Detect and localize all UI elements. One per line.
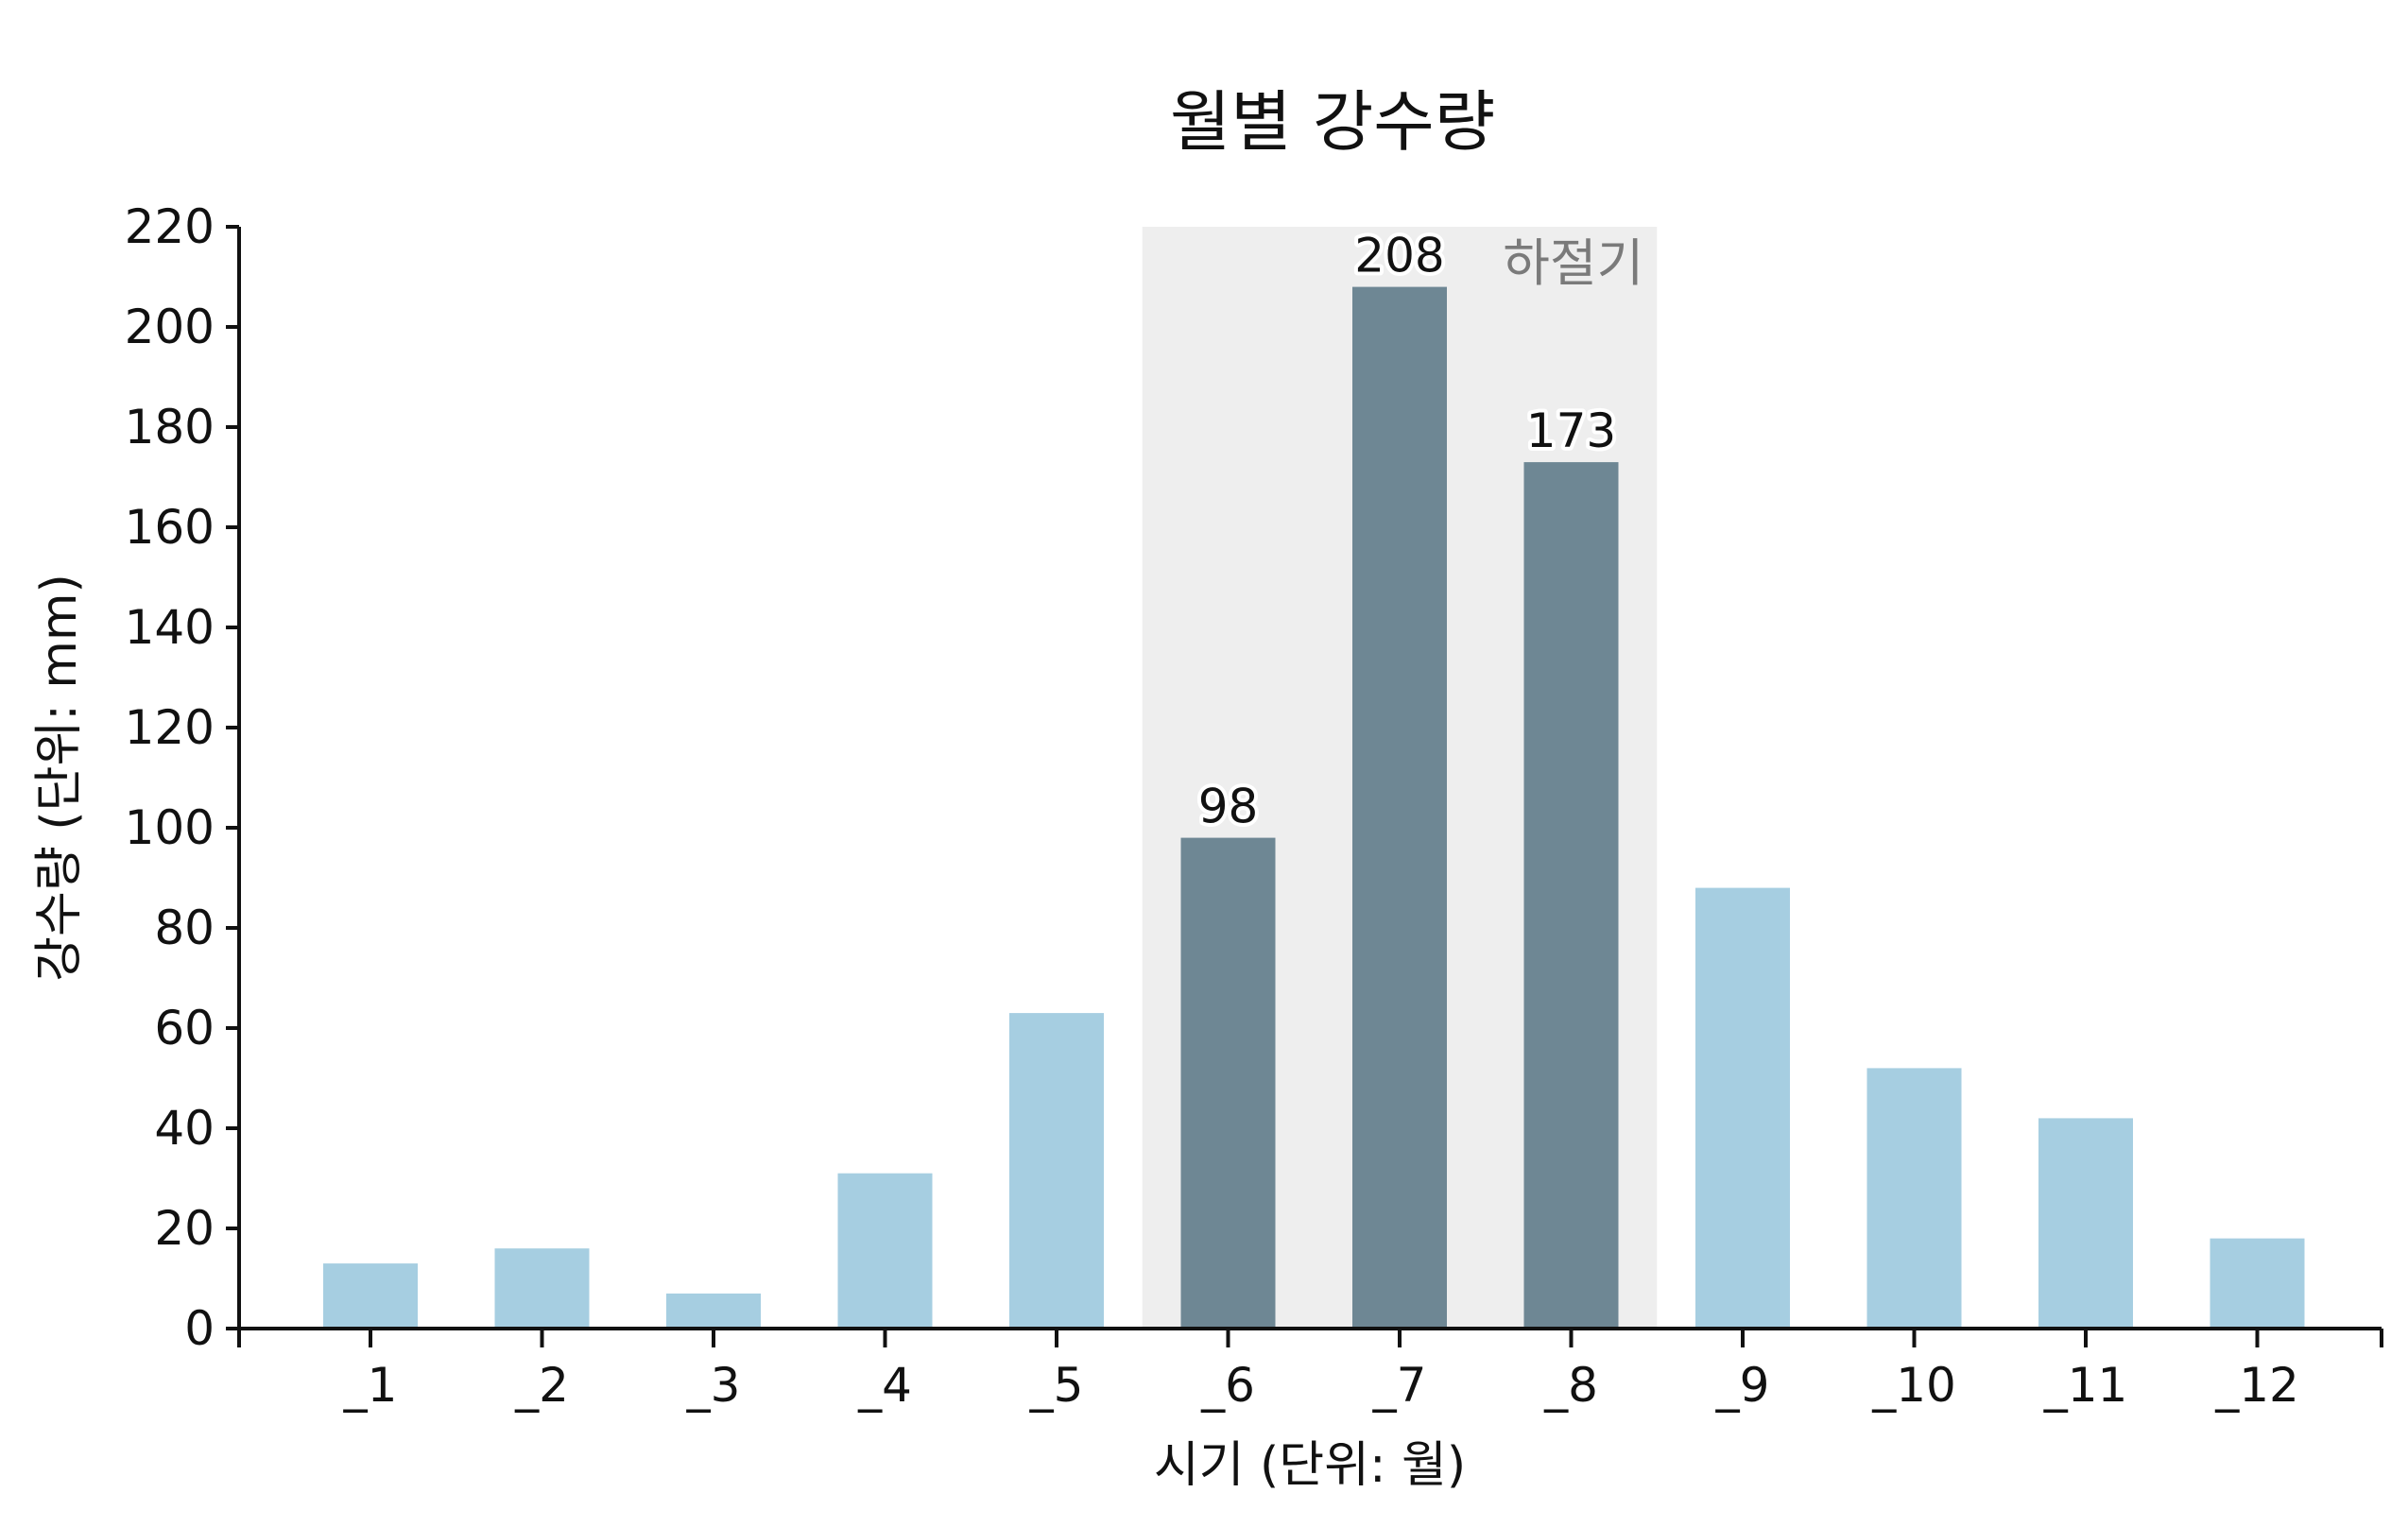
x-tick-label: _9 xyxy=(1715,1358,1770,1413)
data-labels-group: 98 208 173 xyxy=(1195,225,1621,838)
x-tick-label: _12 xyxy=(2214,1358,2299,1413)
x-tick-label: _10 xyxy=(1871,1358,1956,1413)
summer-band-label: 하절기 xyxy=(1503,233,1643,293)
y-axis: 0 20 40 60 80 100 120 140 160 180 200 220 xyxy=(125,199,241,1356)
bar-_4 xyxy=(837,1173,933,1329)
y-tick-label: 100 xyxy=(125,800,215,855)
x-tick-label: _7 xyxy=(1372,1358,1427,1413)
bar-_8 xyxy=(1523,462,1619,1330)
x-axis: _1 _2 _3 _4 _5 _6 _7 _8 _9 _10 _11 _12 xyxy=(237,1327,2383,1413)
x-tick-label: _11 xyxy=(2043,1358,2128,1413)
x-tick-label: _8 xyxy=(1543,1358,1598,1413)
y-axis-label: 강수량 (단위: mm) xyxy=(31,574,88,982)
y-tick-label: 40 xyxy=(154,1101,215,1156)
bar-_9 xyxy=(1695,887,1790,1329)
bar-_2 xyxy=(494,1248,590,1329)
x-tick-label: _4 xyxy=(857,1358,912,1413)
y-tick-label: 60 xyxy=(154,1001,215,1055)
bar-_10 xyxy=(1866,1068,1962,1329)
y-tick-label: 120 xyxy=(125,700,215,755)
chart-title: 월별 강수량 xyxy=(1170,83,1495,161)
y-tick-label: 0 xyxy=(184,1301,215,1356)
data-label-_6: 98 xyxy=(1198,780,1259,834)
x-tick-label: _1 xyxy=(343,1358,398,1413)
bar-_11 xyxy=(2038,1118,2133,1329)
y-tick-label: 180 xyxy=(125,400,215,455)
bar-_7 xyxy=(1352,286,1447,1330)
bar-_1 xyxy=(323,1263,418,1329)
x-axis-label: 시기 (단위: 월) xyxy=(1154,1437,1466,1494)
bar-_3 xyxy=(666,1293,761,1329)
x-tick-label: _3 xyxy=(686,1358,741,1413)
bars-group xyxy=(323,286,2305,1330)
data-label-_7: 208 xyxy=(1354,229,1444,283)
y-tick-label: 140 xyxy=(125,600,215,655)
bar-_12 xyxy=(2210,1238,2305,1329)
y-tick-label: 220 xyxy=(125,199,215,254)
bar-_6 xyxy=(1180,837,1276,1329)
y-tick-label: 20 xyxy=(154,1201,215,1256)
bar-_5 xyxy=(1009,1013,1104,1329)
x-tick-label: _6 xyxy=(1200,1358,1255,1413)
y-tick-label: 200 xyxy=(125,300,215,354)
data-label-_8: 173 xyxy=(1526,403,1616,458)
y-tick-label: 80 xyxy=(154,901,215,955)
y-tick-label: 160 xyxy=(125,500,215,555)
x-tick-label: _5 xyxy=(1029,1358,1084,1413)
x-tick-label: _2 xyxy=(514,1358,569,1413)
